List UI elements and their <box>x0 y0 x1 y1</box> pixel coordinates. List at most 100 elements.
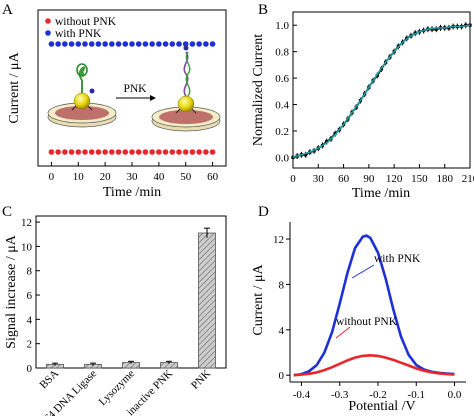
y-tick-label: 0.0 <box>275 152 289 164</box>
data-point <box>115 149 122 155</box>
electrode-right <box>151 45 221 132</box>
legend-with-pnk: with PNK <box>55 28 102 40</box>
panel-b-y-ticks: 0.0 0.2 0.4 0.6 0.8 1.0 <box>275 20 297 164</box>
data-point <box>88 41 95 47</box>
data-point <box>434 27 438 31</box>
data-point <box>75 41 82 47</box>
panel-d-y-ticks: 0 4 8 12 <box>273 234 290 382</box>
x-tick-label: 180 <box>436 173 453 185</box>
panel-c-y-ticks: 0 2 4 6 8 10 12 <box>21 217 40 375</box>
panel-d-series <box>293 234 455 377</box>
data-point <box>129 149 135 155</box>
y-tick-label: 0 <box>279 370 285 382</box>
y-tick-label: 2 <box>27 339 33 351</box>
data-point <box>176 41 182 47</box>
panel-c-y-label: Signal increase / μA <box>4 234 19 349</box>
panel-b-x-label: Time /min <box>352 186 410 201</box>
y-tick-label: 0.2 <box>275 126 289 138</box>
data-point <box>129 41 135 47</box>
data-point <box>109 41 115 47</box>
y-tick-label: 0.6 <box>275 73 289 85</box>
legend-dot-with-pnk <box>45 30 51 36</box>
data-point <box>115 41 122 47</box>
x-tick-label: 120 <box>386 173 403 185</box>
panel-d-axes <box>289 222 466 383</box>
data-line <box>292 24 470 159</box>
panel-a-series <box>48 41 216 155</box>
data-point <box>68 41 75 47</box>
data-point <box>55 149 61 155</box>
data-point <box>102 41 108 47</box>
panel-d: D -0.4 -0.3 -0.2 -0.1 0.0 0 4 8 12 Potential /V… <box>251 204 466 414</box>
data-point <box>162 41 169 47</box>
data-point <box>62 149 68 155</box>
data-point <box>48 149 55 155</box>
data-point <box>209 41 216 47</box>
annotation-without-pnk: without PNK <box>336 316 398 328</box>
y-tick-label: 0 <box>27 363 33 375</box>
legend-dot-without-pnk <box>45 18 51 24</box>
x-tick-label: 150 <box>411 173 428 185</box>
y-tick-label: 8 <box>279 279 285 291</box>
y-tick-label: 4 <box>27 314 33 326</box>
data-point <box>169 149 176 155</box>
panel-a: A 0 10 20 30 40 50 60 Time /min Current / μA w… <box>2 2 227 200</box>
data-point <box>135 41 142 47</box>
x-tick-label: 50 <box>180 171 192 183</box>
data-point <box>182 41 189 47</box>
data-point <box>82 149 88 155</box>
panel-c-label: C <box>2 204 12 220</box>
data-point <box>95 41 102 47</box>
panel-b-label: B <box>258 2 268 18</box>
data-point <box>135 149 142 155</box>
category-label: PNK <box>189 368 213 392</box>
data-point <box>196 149 202 155</box>
panel-c-frame <box>35 215 227 369</box>
x-tick-label: 0 <box>49 171 55 183</box>
arrow-label-pnk: PNK <box>123 83 147 95</box>
y-tick-label: 10 <box>21 241 33 253</box>
x-tick-label: 60 <box>338 173 350 185</box>
data-point <box>156 41 162 47</box>
panel-b-y-label: Normalized Current <box>251 34 266 146</box>
x-tick-label: 210 <box>462 173 474 185</box>
electrode-left <box>47 63 117 128</box>
data-point <box>176 149 182 155</box>
schematic-inset: PNK <box>47 45 221 132</box>
y-tick-label: 6 <box>27 290 33 302</box>
y-tick-label: 0.4 <box>275 100 289 112</box>
data-point <box>325 139 329 144</box>
data-point <box>55 41 61 47</box>
x-tick-label: 60 <box>207 171 219 183</box>
bar <box>198 232 216 369</box>
x-tick-label: 20 <box>100 171 112 183</box>
annotation-with-pnk: with PNK <box>374 253 421 265</box>
panel-a-y-label: Current / μA <box>7 51 22 123</box>
data-point <box>122 149 129 155</box>
reaction-arrow: PNK <box>116 83 156 101</box>
x-tick-label: -0.2 <box>369 389 386 401</box>
data-point <box>82 41 88 47</box>
series-line <box>293 354 455 377</box>
panel-c-bars <box>46 227 216 369</box>
data-point <box>149 41 155 47</box>
y-tick-label: 12 <box>273 234 284 246</box>
data-point <box>304 153 308 157</box>
panel-a-x-ticks: 0 10 20 30 40 50 60 <box>49 162 219 183</box>
data-point <box>95 149 102 155</box>
annotation-without-pnk-leader <box>335 326 351 339</box>
y-tick-label: 12 <box>21 217 32 229</box>
panel-a-label: A <box>2 2 13 18</box>
x-tick-label: 30 <box>313 173 325 185</box>
panel-b-x-ticks: 0 30 60 90 120 150 180 210 <box>290 164 474 185</box>
data-point <box>169 41 176 47</box>
panel-b: B 0 30 60 90 120 150 180 210 0.0 0.2 0.4 0.6 0.8 1.0… <box>251 2 474 201</box>
data-point <box>149 149 155 155</box>
data-point <box>189 149 196 155</box>
panel-a-legend: without PNK with PNK <box>45 16 117 40</box>
panel-b-frame <box>292 11 471 169</box>
legend-without-pnk: without PNK <box>55 16 117 28</box>
x-tick-label: 40 <box>153 171 165 183</box>
